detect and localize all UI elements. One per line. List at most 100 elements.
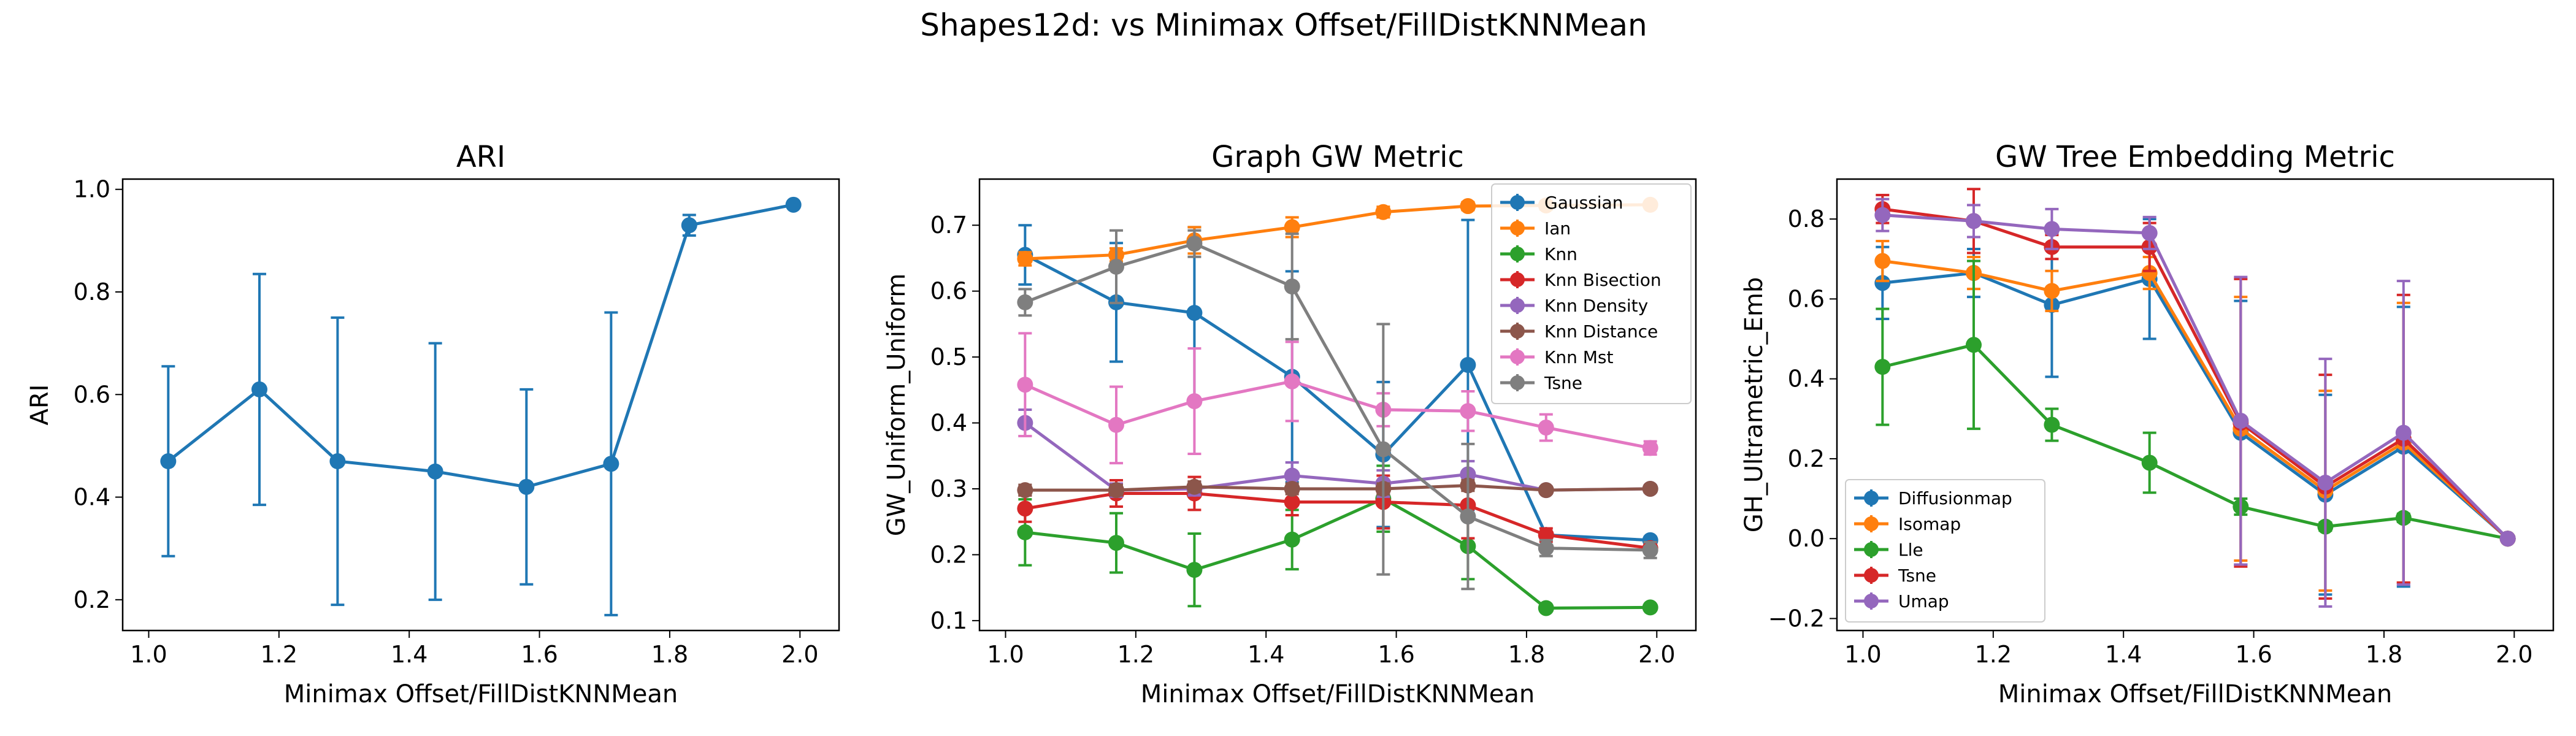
data-point <box>1375 441 1392 458</box>
subplot-3: GW Tree Embedding Metric 1.0 1.2 1.4 1.6 1.8 2… <box>1740 140 2555 708</box>
plot-area <box>160 196 802 616</box>
x-tick-label: 1.8 <box>651 641 688 668</box>
legend-marker <box>1510 195 1525 210</box>
data-point <box>2233 413 2249 429</box>
legend-marker <box>1864 491 1879 505</box>
legend: Diffusionmap Isomap Lle Tsne Umap <box>1845 479 2045 623</box>
data-point <box>1874 275 1891 291</box>
y-tick-label: 0.7 <box>930 212 967 239</box>
legend-label: Tsne <box>1898 565 1936 586</box>
data-point <box>1108 416 1124 433</box>
data-point <box>1017 524 1033 540</box>
y-tick-label: 0.2 <box>1788 445 1825 472</box>
x-tick-label: 1.8 <box>1508 641 1545 668</box>
legend-label: Knn <box>1544 244 1577 264</box>
series-line <box>1882 343 2509 540</box>
data-point <box>2141 454 2158 471</box>
y-tick-label: 1.0 <box>74 176 110 203</box>
y-tick-label: 0.4 <box>74 484 110 511</box>
x-axis-label: Minimax Offset/FillDistKNNMean <box>1141 680 1535 708</box>
x-tick-label: 1.6 <box>1378 641 1414 668</box>
x-axis-label: Minimax Offset/FillDistKNNMean <box>284 680 678 708</box>
data-point <box>1375 204 1392 220</box>
data-point <box>1284 494 1300 510</box>
legend-label: Umap <box>1898 591 1949 611</box>
data-point <box>1186 305 1203 321</box>
legend-box <box>1491 183 1692 404</box>
data-point <box>1460 356 1476 373</box>
data-point <box>1642 480 1658 497</box>
x-tick-label: 2.0 <box>781 641 818 668</box>
data-point <box>1874 207 1891 223</box>
legend-item: Ian <box>1500 218 1571 239</box>
series-line <box>1882 207 2509 540</box>
legend-label: Knn Bisection <box>1544 270 1662 290</box>
x-tick-label: 1.0 <box>1844 641 1881 668</box>
series-knn-distance <box>1017 477 1658 499</box>
data-point <box>2395 424 2412 441</box>
y-tick-label: 0.0 <box>1788 525 1825 552</box>
data-point <box>1965 213 1982 229</box>
axes-frame <box>1836 178 2555 632</box>
data-point <box>1186 562 1203 578</box>
y-tick-label: −0.2 <box>1768 605 1825 632</box>
data-point <box>1186 236 1203 252</box>
y-tick-label: 0.6 <box>1788 285 1825 312</box>
legend-marker <box>1510 375 1525 390</box>
legend-marker <box>1864 516 1879 531</box>
data-point <box>1538 600 1554 616</box>
legend-marker <box>1864 542 1879 557</box>
y-tick-label: 0.2 <box>930 541 967 568</box>
x-tick-label: 1.0 <box>130 641 167 668</box>
data-point <box>1874 253 1891 269</box>
legend-item: Tsne <box>1854 565 1936 586</box>
data-point <box>1186 478 1203 495</box>
series-line <box>1025 497 1650 610</box>
data-point <box>1642 599 1658 616</box>
x-tick-label: 2.0 <box>1638 641 1675 668</box>
series-lle <box>1874 259 2516 547</box>
series-line <box>1882 259 2509 540</box>
subplot-title: Graph GW Metric <box>1211 140 1464 174</box>
data-point <box>2044 221 2060 237</box>
data-point <box>518 478 535 495</box>
legend-marker <box>1510 272 1525 287</box>
y-tick-label: 0.5 <box>930 343 967 370</box>
legend-item: Diffusionmap <box>1854 488 2012 508</box>
y-tick-label: 0.8 <box>1788 205 1825 232</box>
data-point <box>1538 420 1554 436</box>
data-point <box>1284 531 1300 548</box>
data-point <box>1186 393 1203 410</box>
legend-marker <box>1864 594 1879 608</box>
series-line <box>1024 253 1650 542</box>
plot-area <box>1874 188 2516 608</box>
y-tick-label: 0.8 <box>74 278 110 305</box>
legend-item: Isomap <box>1854 514 1961 534</box>
data-point <box>1284 480 1300 497</box>
data-point <box>1108 535 1124 551</box>
data-point <box>1642 542 1658 558</box>
subplot-2: Graph GW Metric 1.0 1.2 1.4 1.6 1.8 2.0 0.1 0.2 0… <box>883 140 1697 708</box>
x-tick-label: 1.4 <box>391 641 427 668</box>
legend-item: Knn Mst <box>1500 347 1614 367</box>
legend-label: Tsne <box>1544 373 1582 393</box>
data-point <box>1017 482 1033 499</box>
data-point <box>1460 403 1476 420</box>
data-point <box>1284 278 1300 295</box>
series-line <box>1882 271 2509 540</box>
series-line <box>1882 213 2509 540</box>
y-axis-label: GH_Ultrametric_Emb <box>1740 277 1768 533</box>
data-point <box>1538 482 1554 499</box>
legend-item: Knn Density <box>1500 296 1648 316</box>
data-point <box>1284 467 1300 484</box>
x-tick-label: 1.2 <box>261 641 297 668</box>
legend-item: Knn Distance <box>1500 321 1658 342</box>
legend-item: Knn <box>1500 244 1577 264</box>
legend-marker <box>1510 350 1525 364</box>
series-line <box>1024 380 1651 450</box>
x-tick-label: 1.6 <box>2235 641 2272 668</box>
y-tick-label: 0.4 <box>1788 366 1825 393</box>
subplot-title: GW Tree Embedding Metric <box>1995 140 2395 174</box>
